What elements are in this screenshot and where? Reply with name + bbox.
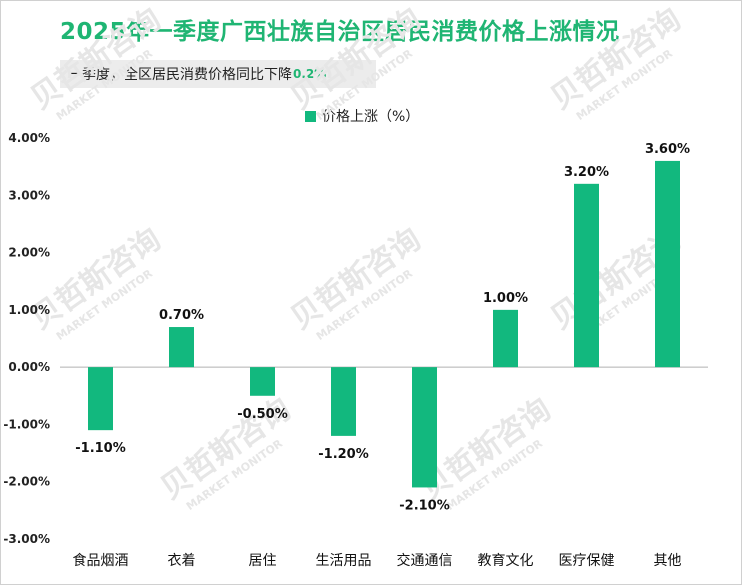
legend-label: 价格上涨（%）: [322, 109, 420, 125]
x-axis-categories: 食品烟酒 衣着 居住 生活用品 交通通信 教育文化 医疗保健 其他: [73, 552, 682, 569]
y-axis-ticks: 4.00% 3.00% 2.00% 1.00% 0.00% -1.00% -2.00% -3.…: [3, 131, 50, 546]
subtitle-text: 一季度，全区居民消费价格同比下降: [68, 67, 292, 83]
bar: [331, 367, 356, 436]
x-category-label: 衣着: [168, 553, 196, 569]
x-category-label: 食品烟酒: [73, 552, 129, 569]
data-label: -0.50%: [237, 407, 288, 422]
subtitle-box: 一季度，全区居民消费价格同比下降 0.2%: [60, 60, 376, 88]
x-category-label: 居住: [249, 553, 277, 569]
data-label: 0.70%: [159, 308, 204, 323]
x-category-label: 教育文化: [478, 553, 534, 569]
chart-title: 2025年一季度广西壮族自治区居民消费价格上涨情况: [60, 19, 620, 45]
bar: [655, 160, 680, 368]
legend-swatch: [305, 110, 316, 122]
y-tick-label: 4.00%: [8, 131, 50, 145]
y-tick-label: 1.00%: [8, 303, 50, 317]
bar: [169, 327, 194, 368]
bar: [412, 367, 437, 488]
y-tick-label: -1.00%: [3, 417, 50, 431]
bar: [574, 183, 599, 368]
data-label: 3.60%: [645, 142, 690, 157]
data-label: 1.00%: [483, 291, 528, 306]
y-tick-label: -3.00%: [3, 532, 50, 546]
bars-group: [88, 160, 680, 488]
x-category-label: 交通通信: [397, 552, 453, 569]
data-label: -2.10%: [399, 498, 450, 513]
x-category-label: 医疗保健: [559, 553, 615, 569]
chart-legend: 价格上涨（%）: [305, 106, 419, 126]
data-label: -1.10%: [75, 441, 126, 456]
bar: [88, 367, 113, 431]
data-label: 3.20%: [564, 165, 609, 180]
data-label: -1.20%: [318, 447, 369, 462]
x-category-label: 生活用品: [316, 553, 372, 569]
y-tick-label: 0.00%: [8, 360, 50, 374]
y-tick-label: 3.00%: [8, 188, 50, 202]
y-tick-label: -2.00%: [3, 475, 50, 489]
bar: [250, 367, 275, 396]
bar: [493, 309, 518, 368]
subtitle-highlight: 0.2%: [293, 67, 327, 81]
x-category-label: 其他: [654, 553, 682, 569]
y-tick-label: 2.00%: [8, 246, 50, 260]
data-labels-group: -1.10% 0.70% -0.50% -1.20% -2.10% 1.00% 3.20% 3…: [75, 142, 690, 514]
